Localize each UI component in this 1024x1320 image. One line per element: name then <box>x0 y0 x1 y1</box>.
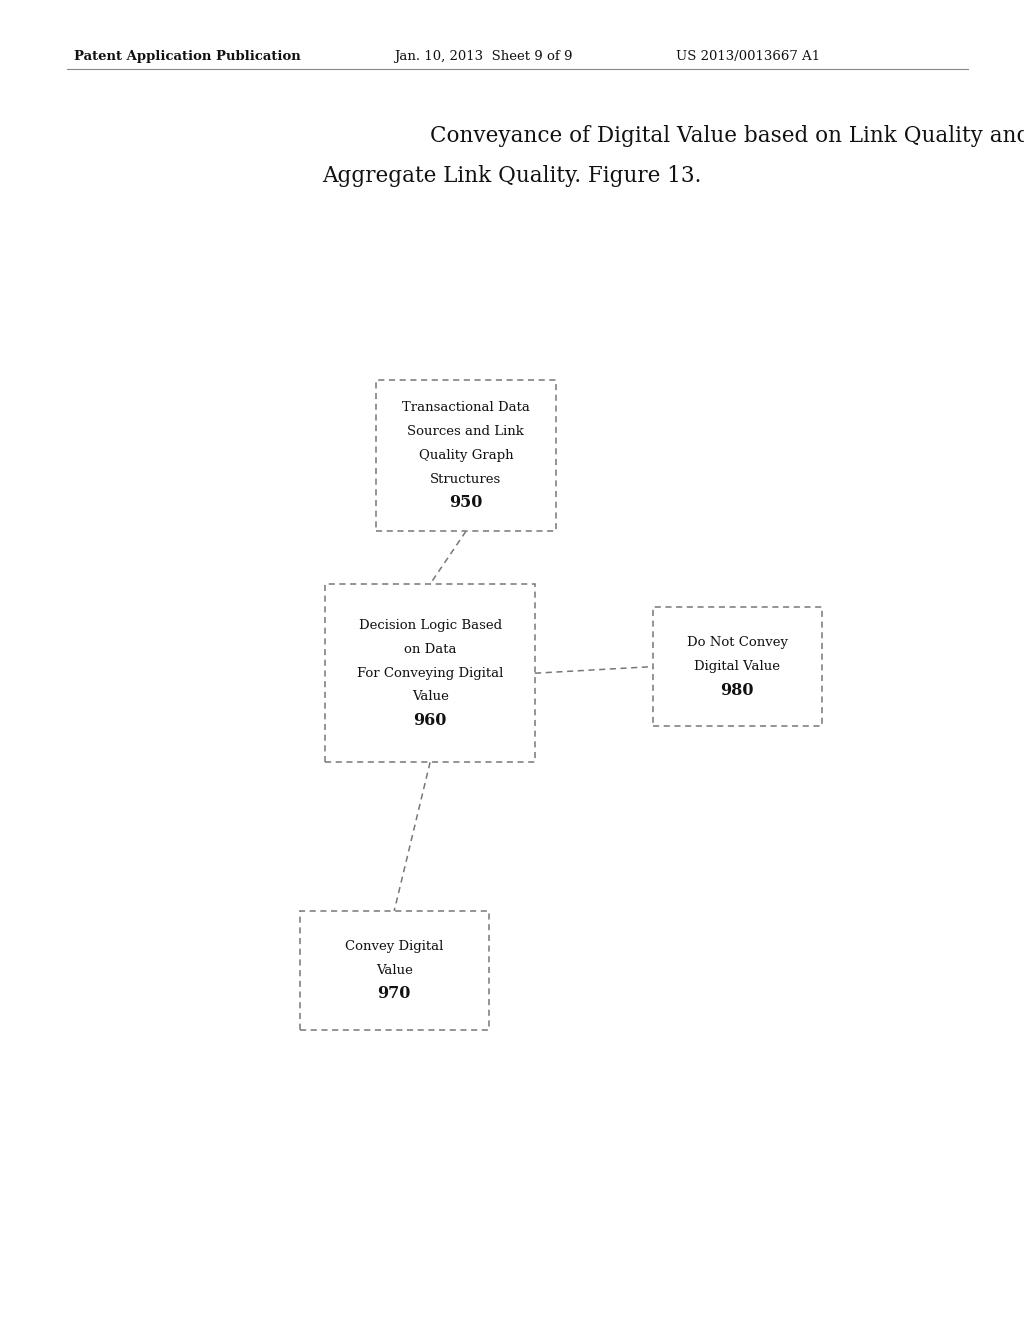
Text: Quality Graph: Quality Graph <box>419 449 513 462</box>
Text: 980: 980 <box>721 682 754 698</box>
Text: Decision Logic Based: Decision Logic Based <box>358 619 502 632</box>
Text: Value: Value <box>376 964 413 977</box>
FancyBboxPatch shape <box>653 607 821 726</box>
Text: Patent Application Publication: Patent Application Publication <box>74 50 300 63</box>
Text: Sources and Link: Sources and Link <box>408 425 524 438</box>
Text: Value: Value <box>412 690 449 704</box>
Text: on Data: on Data <box>403 643 457 656</box>
Text: For Conveying Digital: For Conveying Digital <box>357 667 503 680</box>
Text: Jan. 10, 2013  Sheet 9 of 9: Jan. 10, 2013 Sheet 9 of 9 <box>394 50 572 63</box>
Text: Digital Value: Digital Value <box>694 660 780 673</box>
Text: US 2013/0013667 A1: US 2013/0013667 A1 <box>676 50 820 63</box>
Text: 970: 970 <box>378 986 411 1002</box>
Text: Structures: Structures <box>430 473 502 486</box>
FancyBboxPatch shape <box>377 380 555 531</box>
Text: 960: 960 <box>414 713 446 729</box>
Text: 950: 950 <box>450 495 482 511</box>
Text: Aggregate Link Quality. Figure 13.: Aggregate Link Quality. Figure 13. <box>323 165 701 187</box>
Text: Conveyance of Digital Value based on Link Quality and: Conveyance of Digital Value based on Lin… <box>430 125 1024 148</box>
FancyBboxPatch shape <box>299 911 489 1030</box>
Text: Convey Digital: Convey Digital <box>345 940 443 953</box>
Text: Transactional Data: Transactional Data <box>402 401 529 414</box>
Text: Do Not Convey: Do Not Convey <box>687 636 787 649</box>
FancyBboxPatch shape <box>326 583 535 763</box>
